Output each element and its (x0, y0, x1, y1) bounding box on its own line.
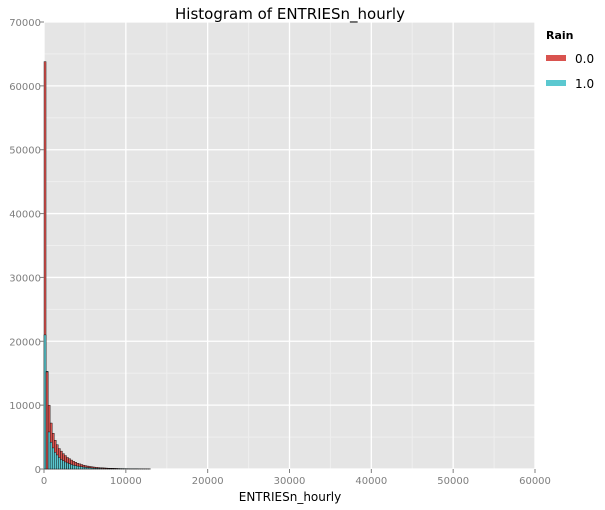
legend-title: Rain (546, 29, 574, 42)
y-tick-label: 50000 (9, 146, 41, 157)
histogram-bar-1-11 (66, 462, 69, 470)
y-tick-label: 10000 (9, 401, 41, 412)
histogram-bar-1-9 (62, 460, 65, 470)
histogram-bar-1-27 (99, 468, 102, 470)
histogram-bar-1-21 (86, 467, 90, 470)
histogram-bar-1-7 (58, 457, 61, 470)
x-tick-label: 60000 (519, 476, 551, 487)
x-axis-title: ENTRIESn_hourly (239, 490, 342, 504)
histogram-bar-1-14 (72, 464, 75, 470)
histogram-bar-0-1 (45, 371, 49, 470)
histogram-bar-1-12 (68, 463, 71, 470)
y-tick-label: 70000 (9, 18, 41, 29)
x-tick-label: 20000 (192, 476, 224, 487)
histogram-bar-1-26 (96, 468, 100, 470)
y-tick-label: 0 (35, 465, 41, 476)
histogram-bar-1-0 (43, 334, 47, 470)
histogram-bar-1-17 (78, 466, 82, 470)
histogram-bar-1-4 (51, 447, 55, 470)
axes: 0 10000 20000 30000 40000 50000 60000 0 10000 200… (9, 18, 551, 487)
grid-lines (43, 21, 536, 470)
legend-label-0-0: 0.0 (575, 52, 594, 66)
histogram-bar-1-20 (84, 467, 88, 470)
legend-key-0-0 (546, 55, 566, 61)
histogram-bar-1-15 (74, 465, 77, 470)
x-tick-label: 30000 (274, 476, 306, 487)
y-tick-label: 30000 (9, 273, 41, 284)
legend: Rain 0.0 1.0 (546, 29, 594, 91)
histogram-bar-1-24 (92, 467, 96, 470)
histogram-bar-1-18 (80, 466, 84, 470)
histogram-bar-1-5 (54, 452, 57, 470)
x-tick-label: 0 (41, 476, 47, 487)
chart-title: Histogram of ENTRIESn_hourly (175, 5, 405, 24)
histogram-bar-1-10 (64, 461, 67, 470)
legend-key-1-0 (546, 80, 566, 86)
x-tick-label: 50000 (437, 476, 469, 487)
histogram-bar-1-25 (94, 468, 98, 470)
x-tick-label: 10000 (110, 476, 142, 487)
histogram-bar-1-22 (88, 467, 92, 470)
histogram-bar-1-8 (60, 459, 63, 470)
histogram-bar-1-3 (49, 441, 53, 470)
histogram-bar-1-28 (101, 468, 104, 470)
histogram-bar-1-16 (76, 465, 79, 470)
histogram-bar-1-2 (47, 431, 51, 470)
y-tick-label: 20000 (9, 337, 41, 348)
histogram-bar-1-6 (56, 454, 59, 470)
y-tick-label: 60000 (9, 82, 41, 93)
legend-label-1-0: 1.0 (575, 77, 594, 91)
histogram-bar-1-13 (70, 464, 73, 470)
y-tick-label: 40000 (9, 210, 41, 221)
histogram-bar-1-19 (82, 466, 86, 470)
bars (43, 61, 151, 470)
x-tick-label: 40000 (355, 476, 387, 487)
histogram-bar-1-23 (90, 467, 94, 470)
